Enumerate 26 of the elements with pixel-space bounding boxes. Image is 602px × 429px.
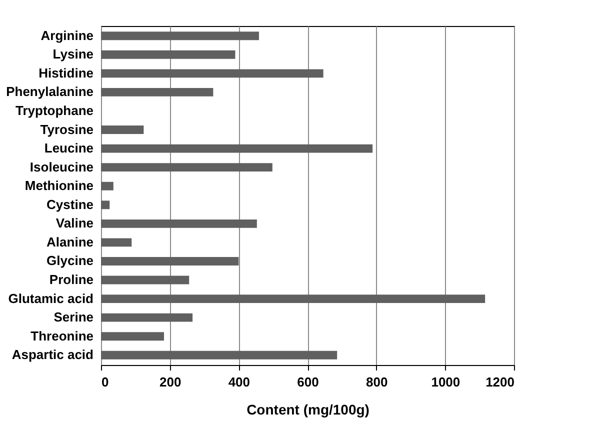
y-tick-label: Lysine bbox=[52, 46, 94, 62]
y-tick-label: Alanine bbox=[46, 234, 94, 250]
y-tick-label: Aspartic acid bbox=[12, 347, 94, 362]
y-tick-label: Arginine bbox=[40, 28, 94, 43]
x-axis-title: Content (mg/100g) bbox=[246, 402, 370, 418]
y-tick-label: Histidine bbox=[38, 65, 94, 80]
y-tick-label: Tryptophane bbox=[15, 102, 94, 118]
x-tick-label: 800 bbox=[366, 374, 388, 390]
y-tick-label: Leucine bbox=[44, 140, 94, 156]
y-tick-label: Cystine bbox=[46, 196, 94, 212]
x-tick-label: 400 bbox=[228, 374, 250, 390]
x-tick-label: 200 bbox=[159, 374, 182, 390]
y-tick-label: Phenylalanine bbox=[6, 84, 94, 100]
x-tick-label: 1200 bbox=[486, 374, 514, 390]
x-tick-label: 1000 bbox=[431, 374, 460, 390]
y-tick-label: Isoleucine bbox=[30, 159, 94, 174]
y-tick-label: Glutamic acid bbox=[8, 290, 94, 306]
y-tick-label: Tyrosine bbox=[40, 122, 94, 137]
y-tick-label: Valine bbox=[56, 216, 94, 231]
y-tick-label: Proline bbox=[49, 272, 94, 288]
x-tick-label: 600 bbox=[297, 374, 319, 390]
y-tick-label: Glycine bbox=[46, 253, 94, 268]
y-tick-label: Threonine bbox=[30, 328, 94, 344]
y-tick-label: Serine bbox=[54, 310, 94, 325]
x-tick-label: 0 bbox=[102, 374, 109, 390]
y-tick-label: Methionine bbox=[24, 178, 94, 194]
